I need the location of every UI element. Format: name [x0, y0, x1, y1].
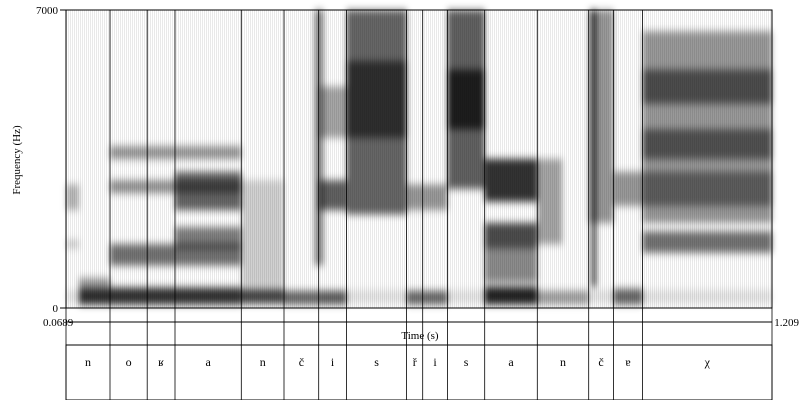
x-axis-label: Time (s) — [401, 330, 439, 342]
x-start-label: 0.0689 — [43, 317, 74, 329]
segment-label-13: č — [598, 355, 603, 369]
y-tick-label-bottom: 0 — [53, 303, 59, 315]
segment-label-7: s — [374, 355, 379, 369]
segment-label-8: ř — [413, 355, 417, 369]
segment-label-10: s — [464, 355, 469, 369]
segment-label-6: i — [331, 355, 335, 369]
segment-label-2: ʁ — [158, 355, 164, 369]
segment-label-1: o — [126, 355, 132, 369]
y-tick-label-top: 7000 — [36, 5, 59, 17]
segment-label-15: χ — [704, 355, 711, 369]
segment-label-4: n — [260, 355, 266, 369]
segment-label-14: ɐ — [625, 355, 630, 369]
segment-label-3: a — [206, 355, 212, 369]
segment-label-11: a — [508, 355, 514, 369]
segment-label-0: n — [85, 355, 91, 369]
segment-label-9: i — [433, 355, 437, 369]
spectrogram-frame — [65, 9, 773, 309]
glottal-stripe-overlay — [66, 10, 772, 308]
tier-frame — [65, 344, 773, 401]
segment-label-12: n — [560, 355, 566, 369]
y-axis-label: Frequency (Hz) — [11, 125, 23, 195]
x-end-label: 1.209 — [774, 317, 799, 329]
segment-label-5: č — [299, 355, 304, 369]
